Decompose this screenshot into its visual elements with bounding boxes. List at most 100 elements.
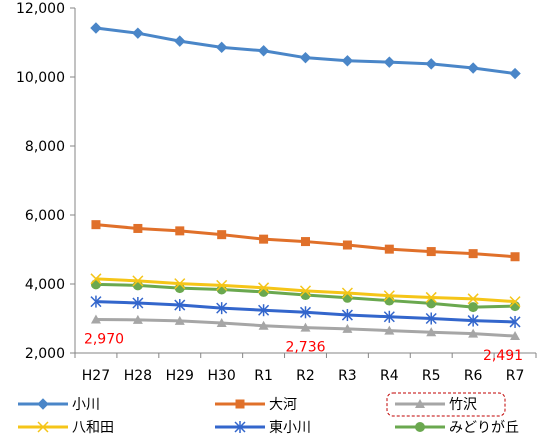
- axes: [74, 8, 536, 354]
- legend-item-3: 竹沢: [386, 392, 506, 417]
- data-point: [468, 328, 479, 338]
- data-point: [90, 273, 102, 285]
- data-point: [133, 223, 143, 233]
- data-point: [509, 67, 521, 80]
- data-point: [341, 309, 353, 322]
- x-tick-label: R7: [506, 368, 525, 384]
- data-point: [425, 312, 437, 325]
- legend-highlight-box: [386, 392, 506, 417]
- series-4: [90, 273, 521, 308]
- legend-item-5: 東小川: [215, 420, 311, 436]
- x-tick-label: R5: [422, 368, 441, 384]
- x-tick-label: R6: [464, 368, 483, 384]
- data-point: [426, 247, 436, 257]
- data-point: [132, 27, 144, 39]
- data-point: [259, 234, 269, 244]
- legend-label: みどりが丘: [449, 420, 519, 436]
- data-point: [467, 314, 479, 327]
- x-axis-ticks: H27 H28 H29 H30 R1 R2 R3 R4 R5 R6 R7: [74, 353, 537, 384]
- data-point: [257, 45, 270, 57]
- data-point: [342, 323, 353, 333]
- legend-marker: [235, 399, 245, 409]
- data-point: [467, 62, 479, 74]
- y-tick-label: 10,000: [16, 70, 65, 86]
- data-point: [300, 322, 311, 332]
- legend-label: 大河: [269, 397, 297, 413]
- y-tick-label: 2,000: [25, 346, 65, 362]
- data-label: 2,491: [483, 348, 523, 364]
- data-point: [258, 304, 270, 317]
- data-point: [301, 237, 310, 247]
- series-5: [90, 295, 521, 328]
- data-point: [91, 220, 101, 230]
- x-tick-label: R1: [254, 368, 273, 384]
- data-point: [90, 314, 101, 324]
- y-tick-label: 12,000: [16, 1, 65, 17]
- data-label: 2,736: [285, 340, 325, 356]
- data-point: [468, 302, 479, 313]
- data-point: [341, 55, 354, 67]
- data-point: [299, 306, 312, 319]
- data-point: [299, 285, 312, 297]
- data-point: [132, 296, 144, 309]
- data-point: [174, 299, 186, 312]
- data-point: [217, 230, 227, 240]
- legend-marker: [37, 421, 49, 433]
- data-point: [175, 226, 185, 236]
- data-point: [509, 315, 521, 328]
- legend-item-1: 小川: [18, 397, 100, 413]
- data-point: [425, 291, 437, 303]
- x-tick-label: R3: [338, 368, 357, 384]
- x-tick-label: R4: [380, 368, 399, 384]
- data-point: [132, 314, 143, 324]
- data-point: [174, 35, 186, 47]
- legend-label: 東小川: [269, 420, 311, 436]
- data-point: [174, 278, 186, 290]
- legend-label: 竹沢: [449, 397, 477, 413]
- data-point: [468, 249, 478, 259]
- data-point: [215, 41, 228, 54]
- data-point: [132, 275, 144, 287]
- legend-marker: [234, 421, 246, 433]
- annotations: 2,970 2,736 2,491: [84, 332, 523, 365]
- x-tick-label: H30: [208, 368, 236, 384]
- data-point: [90, 295, 102, 308]
- data-point: [426, 298, 437, 309]
- data-point: [510, 331, 521, 341]
- series-line: [95, 26, 516, 76]
- x-tick-label: H29: [166, 368, 194, 384]
- data-point: [425, 58, 437, 70]
- legend-label: 八和田: [72, 420, 114, 436]
- data-point: [90, 279, 101, 290]
- data-point: [467, 293, 479, 305]
- data-point: [384, 325, 395, 335]
- data-point: [258, 320, 269, 330]
- legend-marker: [37, 398, 49, 410]
- data-point: [342, 240, 352, 250]
- data-point: [383, 290, 395, 302]
- y-tick-label: 6,000: [25, 208, 65, 224]
- legend-marker: [415, 422, 425, 432]
- data-point: [258, 282, 270, 294]
- data-point: [426, 327, 437, 337]
- x-tick-label: R2: [296, 368, 315, 384]
- data-point: [299, 51, 312, 64]
- data-point: [341, 287, 353, 299]
- x-tick-label: H27: [82, 368, 110, 384]
- legend-marker: [415, 399, 425, 408]
- data-point: [90, 22, 102, 34]
- series-2: [91, 220, 520, 262]
- data-point: [216, 279, 228, 291]
- series-group: [90, 22, 521, 341]
- data-label: 2,970: [84, 332, 124, 348]
- x-tick-label: H28: [124, 368, 152, 384]
- y-tick-label: 8,000: [25, 139, 65, 155]
- y-axis-ticks: 2,000 4,000 6,000 8,000 10,000 12,000: [16, 1, 75, 362]
- series-1: [90, 22, 521, 80]
- legend-label: 小川: [72, 397, 100, 413]
- legend-item-2: 大河: [215, 397, 297, 413]
- data-point: [174, 315, 185, 325]
- data-point: [383, 56, 396, 68]
